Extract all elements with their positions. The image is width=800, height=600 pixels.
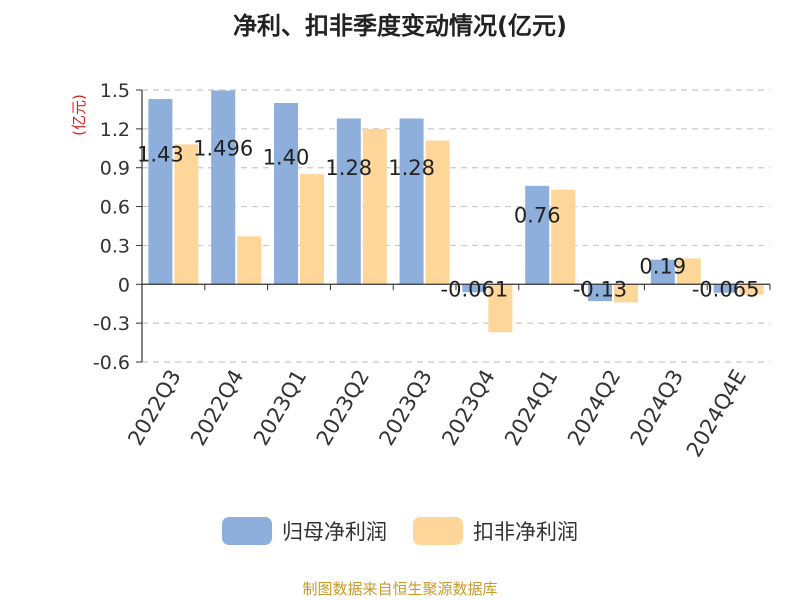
data-label: -0.13 xyxy=(573,277,627,301)
legend-label-series-2: 扣非净利润 xyxy=(473,520,578,544)
bar-net-profit xyxy=(399,118,424,285)
x-tick-label: 2022Q3 xyxy=(123,366,185,450)
bar-net-profit xyxy=(336,118,361,285)
x-tick-label: 2023Q2 xyxy=(312,366,374,450)
bar-deducted-profit xyxy=(237,236,262,285)
bar-net-profit xyxy=(211,90,236,285)
y-tick-label: -0.6 xyxy=(93,352,130,374)
y-tick-label: 0.9 xyxy=(100,158,130,180)
y-tick-label: 0.6 xyxy=(100,197,130,219)
data-label: 1.40 xyxy=(263,145,310,169)
x-tick-label: 2023Q1 xyxy=(249,366,311,450)
data-labels: 1.43 1.496 1.40 1.28 1.28 -0.061 0.76 -0.13 0.19… xyxy=(137,137,759,302)
data-label: 1.28 xyxy=(388,156,435,180)
x-tick-label: 2023Q4 xyxy=(437,366,499,450)
legend-label-series-1: 归母净利润 xyxy=(282,520,387,544)
x-tick-label: 2023Q3 xyxy=(374,365,436,449)
y-tick-label: 0.3 xyxy=(100,235,130,257)
gridlines xyxy=(142,89,770,363)
data-label: 0.19 xyxy=(639,255,686,279)
legend-swatch-series-1 xyxy=(222,517,272,545)
bar-net-profit xyxy=(713,284,738,293)
bar-deducted-profit xyxy=(425,140,450,285)
y-axis-unit-label: (亿元) xyxy=(70,94,88,136)
bar-deducted-profit xyxy=(551,189,576,285)
bar-net-profit xyxy=(148,99,173,285)
data-label: 1.496 xyxy=(193,137,253,161)
x-tick-label: 2024Q2 xyxy=(563,366,625,450)
y-tick-label: 1.2 xyxy=(100,119,130,141)
y-tick-label: 1.5 xyxy=(100,80,130,102)
bar-deducted-profit xyxy=(300,174,324,285)
bar-net-profit xyxy=(274,102,298,285)
y-tick-label: -0.3 xyxy=(93,313,130,335)
x-tick-label: 2024Q3 xyxy=(626,366,688,450)
bar-deducted-profit xyxy=(174,144,199,285)
bars xyxy=(148,90,764,333)
x-tick-label: 2022Q4 xyxy=(186,366,248,450)
bar-deducted-profit xyxy=(488,284,513,333)
data-label: 0.76 xyxy=(514,203,561,227)
source-note: 制图数据来自恒生聚源数据库 xyxy=(302,580,498,598)
legend-swatch-series-2 xyxy=(413,517,463,545)
bar-net-profit xyxy=(525,185,550,285)
x-tick-label: 2024Q1 xyxy=(500,366,562,450)
data-label: -0.061 xyxy=(441,277,509,301)
data-label: -0.065 xyxy=(692,277,760,301)
bar-net-profit xyxy=(588,284,612,302)
x-tick-label: 2024Q4E xyxy=(682,366,751,462)
legend-item-series-1[interactable]: 归母净利润 xyxy=(222,516,387,546)
chart-title: 净利、扣非季度变动情况(亿元) xyxy=(233,12,567,40)
bar-deducted-profit xyxy=(676,258,701,285)
bar-deducted-profit xyxy=(614,284,638,303)
legend: 归母净利润 扣非净利润 xyxy=(0,516,800,546)
data-label: 1.28 xyxy=(325,156,372,180)
bar-net-profit xyxy=(650,259,675,285)
y-tick-label: 0 xyxy=(118,274,130,296)
bar-deducted-profit xyxy=(362,128,387,285)
bar-deducted-profit xyxy=(739,284,764,295)
bar-net-profit xyxy=(462,284,487,293)
legend-item-series-2[interactable]: 扣非净利润 xyxy=(413,516,578,546)
data-label: 1.43 xyxy=(137,143,184,167)
